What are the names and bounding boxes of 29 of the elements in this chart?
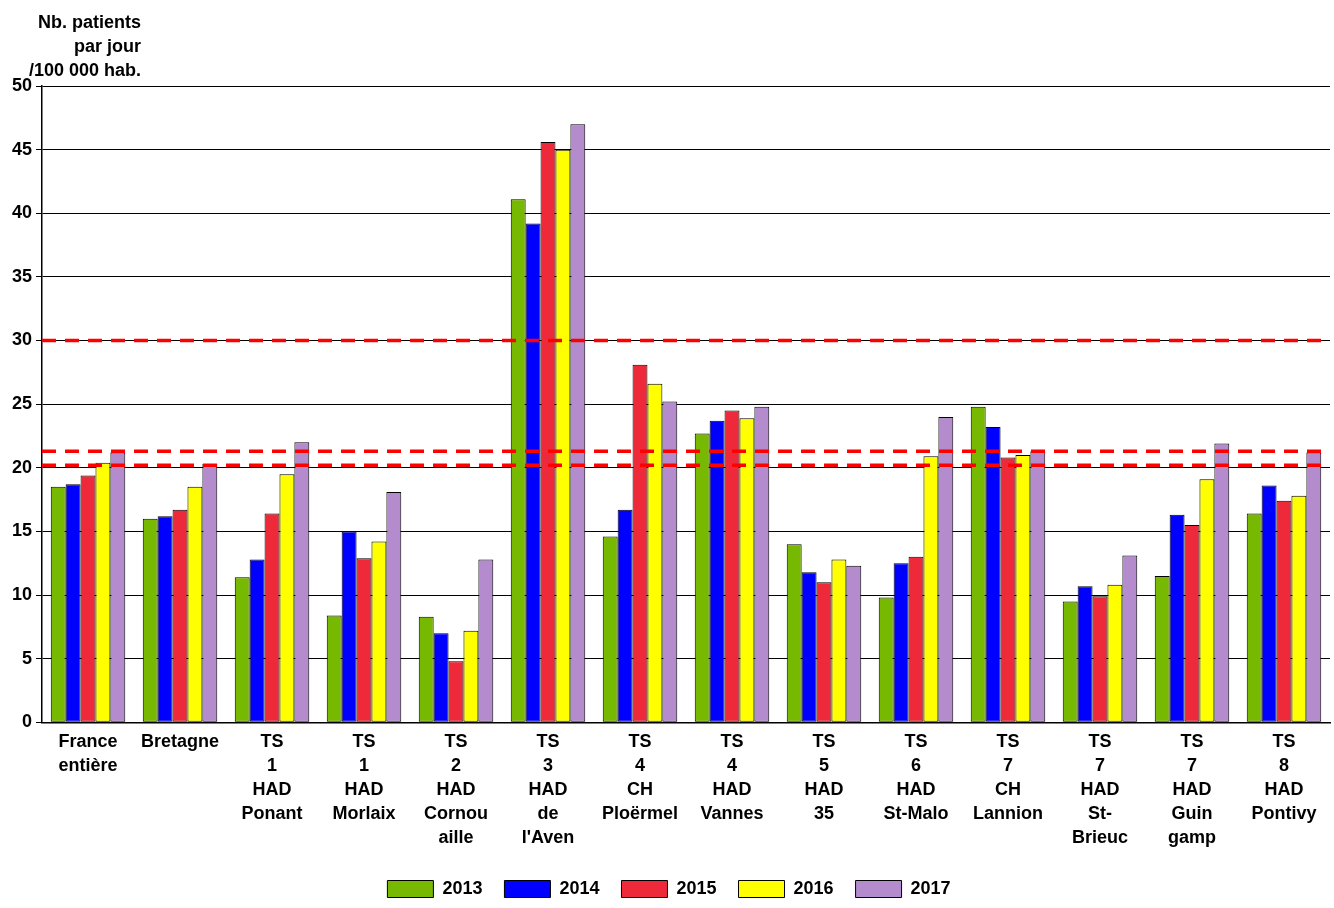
legend-label: 2015 (676, 877, 717, 898)
x-tick-label: France entière (58, 731, 118, 776)
x-tick-label: TS 6 HAD St-Malo (883, 731, 949, 824)
x-tick-label: TS 7 HAD Guin gamp (1167, 731, 1217, 847)
x-tick-label: TS 1 HAD Morlaix (332, 731, 396, 824)
x-tick-label: TS 4 HAD Vannes (700, 731, 764, 824)
y-tick-label: 45 (11, 138, 33, 159)
y-tick-label: 10 (11, 584, 33, 605)
legend-label: 2013 (442, 877, 483, 898)
x-tick-label: TS 1 HAD Ponant (241, 731, 303, 824)
x-tick-label: TS 8 HAD Pontivy (1251, 731, 1317, 824)
x-tick-label: TS 5 HAD 35 (804, 731, 844, 824)
x-tick-label: TS 7 CH Lannion (973, 731, 1044, 824)
y-tick-label: 15 (11, 520, 33, 541)
legend-label: 2016 (793, 877, 834, 898)
y-tick-label: 35 (11, 265, 33, 286)
y-tick-label: 20 (11, 456, 33, 477)
x-tick-label: TS 3 HAD de l'Aven (521, 731, 575, 847)
x-tick-label: TS 2 HAD Cornou aille (424, 731, 489, 847)
y-tick-label: 40 (11, 202, 33, 223)
x-tick-label: TS 4 CH Ploërmel (601, 731, 679, 824)
x-tick-label: Bretagne (141, 731, 220, 752)
y-tick-label: 5 (22, 647, 33, 668)
y-tick-label: 30 (11, 329, 33, 350)
legend-label: 2014 (559, 877, 600, 898)
y-tick-label: 25 (11, 393, 33, 414)
x-tick-label: TS 7 HAD St- Brieuc (1071, 731, 1129, 847)
y-tick-label: 0 (22, 711, 33, 732)
legend-label: 2017 (910, 877, 951, 898)
